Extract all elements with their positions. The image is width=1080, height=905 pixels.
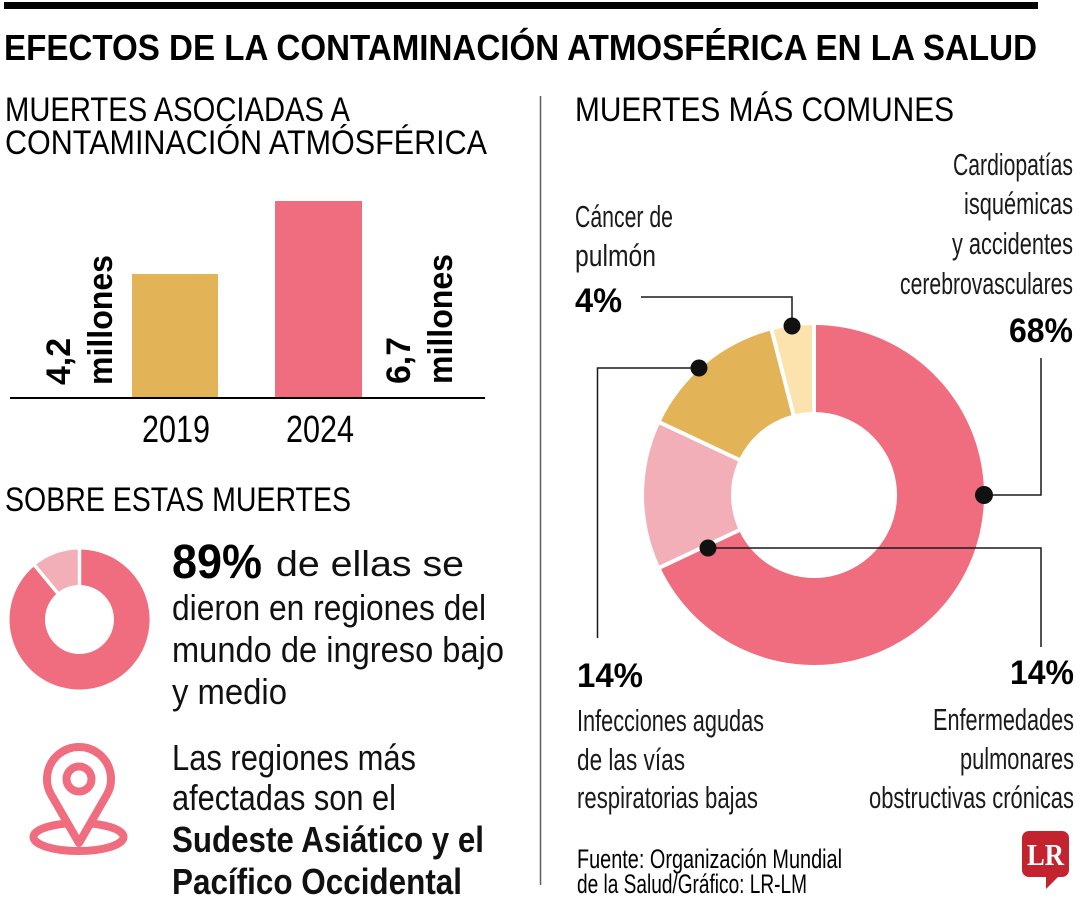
svg-text:dieron en regiones del: dieron en regiones del bbox=[172, 587, 486, 628]
svg-text:CONTAMINACIÓN ATMÓSFÉRICA: CONTAMINACIÓN ATMÓSFÉRICA bbox=[5, 124, 487, 162]
svg-text:mundo de ingreso bajo: mundo de ingreso bajo bbox=[172, 629, 504, 670]
svg-text:Cardiopatías: Cardiopatías bbox=[953, 147, 1073, 182]
svg-text:Pacífico Occidental: Pacífico Occidental bbox=[172, 861, 462, 900]
svg-text:2024: 2024 bbox=[286, 409, 354, 451]
svg-text:obstructivas crónicas: obstructivas crónicas bbox=[869, 780, 1074, 815]
svg-text:Fuente: Organización Mundial: Fuente: Organización Mundial bbox=[577, 844, 842, 874]
svg-text:de las vías: de las vías bbox=[577, 742, 685, 777]
svg-text:de ellas se: de ellas se bbox=[276, 543, 464, 584]
svg-text:Infecciones agudas: Infecciones agudas bbox=[577, 703, 764, 738]
svg-text:y medio: y medio bbox=[172, 671, 287, 712]
svg-text:2019: 2019 bbox=[142, 409, 210, 451]
svg-text:cerebrovasculares: cerebrovasculares bbox=[900, 266, 1073, 301]
svg-text:pulmonares: pulmonares bbox=[960, 741, 1074, 776]
svg-text:pulmón: pulmón bbox=[575, 238, 656, 273]
svg-text:4%: 4% bbox=[575, 282, 622, 320]
svg-text:68%: 68% bbox=[1009, 312, 1073, 350]
svg-text:MUERTES ASOCIADAS A: MUERTES ASOCIADAS A bbox=[5, 91, 350, 129]
svg-text:LR: LR bbox=[1027, 837, 1065, 872]
svg-text:89%: 89% bbox=[172, 536, 262, 589]
svg-text:Enfermedades: Enfermedades bbox=[933, 702, 1074, 737]
svg-text:SOBRE ESTAS MUERTES: SOBRE ESTAS MUERTES bbox=[5, 481, 351, 519]
svg-text:Las regiones más: Las regiones más bbox=[172, 737, 416, 778]
svg-text:respiratorias bajas: respiratorias bajas bbox=[577, 780, 758, 815]
svg-text:Cáncer de: Cáncer de bbox=[575, 199, 673, 234]
svg-text:EFECTOS DE LA CONTAMINACIÓN AT: EFECTOS DE LA CONTAMINACIÓN ATMOSFÉRICA … bbox=[4, 26, 1037, 68]
svg-text:de la Salud/Gráfico: LR-LM: de la Salud/Gráfico: LR-LM bbox=[577, 869, 807, 899]
svg-text:14%: 14% bbox=[1010, 654, 1074, 692]
svg-text:y accidentes: y accidentes bbox=[952, 226, 1073, 261]
svg-text:MUERTES MÁS COMUNES: MUERTES MÁS COMUNES bbox=[575, 91, 954, 129]
svg-text:14%: 14% bbox=[577, 657, 643, 695]
svg-text:Sudeste Asiático y el: Sudeste Asiático y el bbox=[172, 819, 484, 860]
svg-text:isquémicas: isquémicas bbox=[964, 186, 1073, 221]
svg-text:afectadas son el: afectadas son el bbox=[172, 777, 396, 818]
